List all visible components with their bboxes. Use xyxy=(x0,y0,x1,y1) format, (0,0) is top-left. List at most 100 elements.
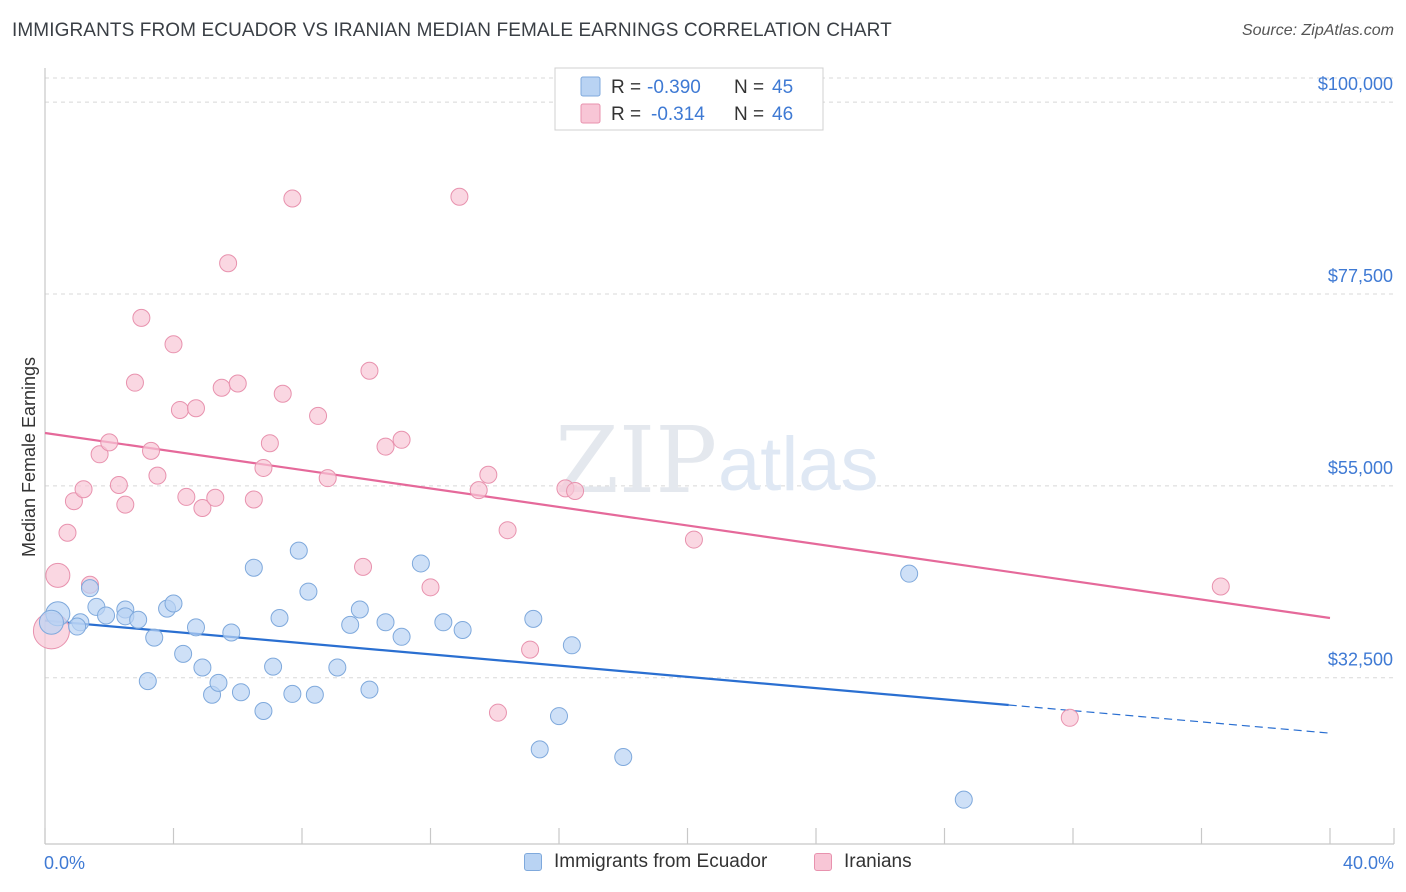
stats-legend-swatch-blue xyxy=(580,76,601,97)
iranians-point xyxy=(684,530,703,549)
chart-title: IMMIGRANTS FROM ECUADOR VS IRANIAN MEDIA… xyxy=(12,20,892,41)
ecuador-point xyxy=(244,558,263,577)
legend-swatch-iranians xyxy=(814,853,832,871)
iranians-point xyxy=(125,373,144,392)
iranians-point xyxy=(164,335,183,354)
iranians-point xyxy=(90,445,109,464)
ecuador-point xyxy=(360,680,379,699)
watermark-atlas: atlas xyxy=(718,422,879,507)
y-tick-labels: $32,500 $55,000 $77,500 $100,000 xyxy=(1318,74,1393,670)
iranians-point xyxy=(498,521,517,540)
legend-label-ecuador: Immigrants from Ecuador xyxy=(554,851,768,872)
ecuador-point xyxy=(341,615,360,634)
iranians-point xyxy=(1211,577,1230,596)
iranians-point xyxy=(376,437,395,456)
ecuador-point xyxy=(68,617,87,636)
stats-r-value-pink: -0.314 xyxy=(651,104,705,125)
iranians-point xyxy=(148,466,167,485)
iranians-point xyxy=(283,189,302,208)
ecuador-point xyxy=(411,554,430,573)
ecuador-point xyxy=(453,620,472,639)
y-axis-label: Median Female Earnings xyxy=(19,357,39,557)
iranians-point xyxy=(254,458,273,477)
stats-r-value-blue: -0.390 xyxy=(647,77,701,98)
trendline-ecuador xyxy=(44,619,1009,707)
ecuador-point xyxy=(305,685,324,704)
iranians-point xyxy=(260,434,279,453)
iranians-point xyxy=(212,378,231,397)
iranians-point xyxy=(354,557,373,576)
ecuador-point xyxy=(954,790,973,809)
iranians-point xyxy=(100,433,119,452)
ecuador-point xyxy=(222,623,241,642)
ecuador-point xyxy=(97,606,116,625)
ecuador-point xyxy=(614,748,633,767)
iranians-point xyxy=(479,465,498,484)
ecuador-points xyxy=(38,541,973,809)
ecuador-point xyxy=(550,707,568,726)
legend-item-ecuador: Immigrants from Ecuador xyxy=(524,851,767,873)
iranians-point xyxy=(488,703,507,722)
iranians-point xyxy=(1060,708,1079,727)
legend-item-iranians: Iranians xyxy=(814,851,912,873)
ecuador-point xyxy=(138,672,157,691)
ecuador-point xyxy=(264,657,283,676)
iranians-point xyxy=(58,523,77,542)
ecuador-point xyxy=(350,600,369,619)
x-tick-labels: 0.0% 40.0% xyxy=(44,853,1394,873)
iranians-point xyxy=(193,499,212,518)
y-tick-label: $32,500 xyxy=(1328,650,1393,670)
ecuador-point xyxy=(209,673,228,692)
stats-n-value-pink: 46 xyxy=(772,104,793,125)
ecuador-point xyxy=(129,610,148,629)
ecuador-point xyxy=(186,618,205,637)
stats-r-label-blue: R = xyxy=(611,77,641,98)
stats-n-label-blue: N = xyxy=(734,77,764,98)
iranians-point xyxy=(45,562,71,588)
iranians-point xyxy=(421,578,440,597)
ecuador-point xyxy=(254,701,273,720)
axes xyxy=(44,68,1394,845)
iranians-point xyxy=(273,384,292,403)
iranians-point xyxy=(360,361,379,380)
ecuador-point xyxy=(376,613,395,632)
iranians-point xyxy=(74,480,93,499)
legend-swatch-ecuador xyxy=(524,853,542,871)
iranians-point xyxy=(170,400,189,419)
stats-n-value-blue: 45 xyxy=(772,77,793,98)
ecuador-point xyxy=(392,627,411,646)
ecuador-point xyxy=(562,636,581,655)
ecuador-point xyxy=(38,609,64,635)
iranians-points xyxy=(32,187,1230,727)
iranians-point xyxy=(116,495,135,514)
ecuador-point xyxy=(231,683,250,702)
iranians-point xyxy=(244,490,263,509)
ecuador-point xyxy=(434,613,453,632)
iranians-point xyxy=(109,475,128,494)
ecuador-point xyxy=(299,582,318,601)
y-tick-label: $55,000 xyxy=(1328,458,1393,478)
iranians-point xyxy=(521,640,540,659)
iranians-point xyxy=(469,481,488,500)
x-tick-label-min: 0.0% xyxy=(44,853,85,873)
iranians-point xyxy=(309,406,328,425)
iranians-point xyxy=(142,441,161,460)
iranians-point xyxy=(206,488,225,507)
iranians-point xyxy=(177,487,196,506)
y-tick-label: $100,000 xyxy=(1318,74,1393,94)
legend-label-iranians: Iranians xyxy=(844,851,912,872)
iranians-point xyxy=(450,187,469,206)
ecuador-point xyxy=(270,609,289,628)
ecuador-point xyxy=(80,579,99,598)
chart-source: Source: ZipAtlas.com xyxy=(1241,22,1394,39)
trendline-ecuador-extension xyxy=(1008,704,1331,734)
stats-n-label-pink: N = xyxy=(734,104,764,125)
ecuador-point xyxy=(145,628,164,647)
ecuador-point xyxy=(530,740,549,759)
ecuador-point xyxy=(524,609,543,628)
iranians-point xyxy=(318,469,337,488)
iranians-point xyxy=(219,254,238,273)
watermark: ZIP atlas xyxy=(555,407,879,514)
ecuador-point xyxy=(289,541,308,560)
